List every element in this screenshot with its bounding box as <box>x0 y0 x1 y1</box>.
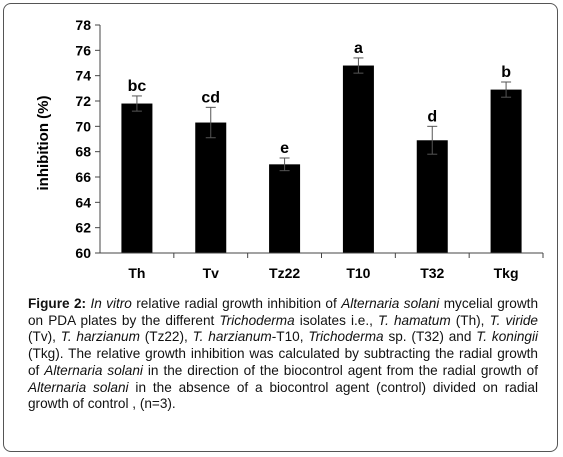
caption-italic-text: Trichoderma <box>308 329 384 345</box>
x-axis: Th Tv Tz22 T10 T32 Tkg <box>128 253 544 281</box>
y-axis-label: inhibition (%) <box>35 96 52 191</box>
caption-text-run: sp. (T32) and <box>383 329 477 345</box>
caption-text-run: in the absence of a biocontrol agent (co… <box>28 379 538 412</box>
data-label: e <box>280 140 289 157</box>
y-tick-label: 70 <box>75 118 91 134</box>
caption-text: In vitro relative radial growth inhibiti… <box>28 296 538 411</box>
x-tick-label: Tkg <box>494 265 519 281</box>
x-tick-label: Th <box>128 265 145 281</box>
bar-th <box>121 103 153 254</box>
y-tick-label: 60 <box>75 245 91 261</box>
data-label: a <box>354 40 363 57</box>
x-tick-label: Tz22 <box>269 265 300 281</box>
x-tick-label: Tv <box>203 265 220 281</box>
x-tick-label: T32 <box>420 265 444 281</box>
y-tick-label: 78 <box>75 17 91 33</box>
figure-label: Figure 2: <box>28 296 87 311</box>
caption-text-run: mycelial growth on PDA plates by the dif… <box>28 296 539 328</box>
y-axis: 60 62 64 66 68 70 72 74 76 78 <box>75 17 100 261</box>
data-label: b <box>501 64 511 81</box>
bars: bc cd e a d b <box>121 40 522 254</box>
caption-text-run: (Tv), <box>28 329 61 345</box>
caption-italic-text: T. harzianum <box>60 329 140 345</box>
y-tick-label: 72 <box>75 93 91 109</box>
bar-tv <box>195 122 227 254</box>
caption-italic-text: In vitro <box>90 296 132 311</box>
figure-caption: Figure 2: In vitro relative radial growt… <box>28 296 538 413</box>
caption-italic-text: T. viride <box>489 312 538 328</box>
y-tick-label: 68 <box>75 144 91 160</box>
bar-t32 <box>416 140 448 253</box>
caption-italic-text: Alternaria solani <box>44 362 143 378</box>
bar-tz22 <box>269 164 301 253</box>
caption-text-run: relative radial growth inhibition of <box>131 296 342 311</box>
y-tick-label: 64 <box>75 194 91 210</box>
y-tick-label: 66 <box>75 169 91 185</box>
caption-text-run: in the direction of the biocontrol agent… <box>142 362 538 378</box>
data-label: cd <box>201 89 220 106</box>
caption-italic-text: T. koningii <box>476 329 539 345</box>
caption-italic-text: Alternaria solani <box>28 379 129 395</box>
bar-chart: inhibition (%) 60 62 64 66 68 70 72 74 76 78 bc cd… <box>35 17 544 281</box>
caption-text-run: isolates i.e., <box>294 312 379 328</box>
bar-tkg <box>490 89 522 253</box>
caption-italic-text: Alternaria solani <box>341 296 440 311</box>
data-label: d <box>427 108 437 125</box>
y-tick-label: 62 <box>75 220 91 236</box>
caption-text-run: -T10, <box>271 329 309 345</box>
caption-text-run: (Tkg). The relative growth inhibition wa… <box>28 346 538 378</box>
data-label: bc <box>128 78 147 95</box>
caption-text-run: (Tz22), <box>139 329 193 345</box>
x-tick-label: T10 <box>346 265 370 281</box>
caption-italic-text: Trichoderma <box>219 312 295 328</box>
bar-t10 <box>342 65 374 254</box>
y-tick-label: 74 <box>75 68 91 84</box>
caption-italic-text: T. harzianum <box>192 329 272 345</box>
caption-text-run: (Th), <box>450 312 490 328</box>
caption-italic-text: T. hamatum <box>378 312 451 328</box>
y-tick-label: 76 <box>75 42 91 58</box>
